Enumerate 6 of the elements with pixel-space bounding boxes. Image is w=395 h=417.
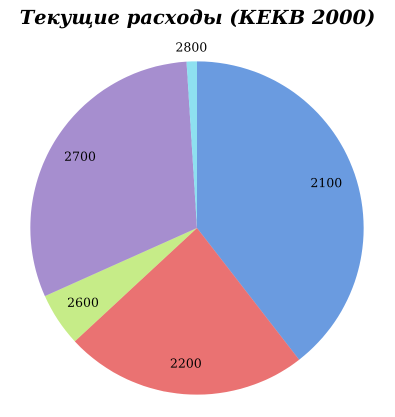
slice-label: 2100 — [311, 178, 342, 188]
slice-label: 2200 — [170, 358, 201, 368]
slice-label: 2700 — [64, 151, 96, 161]
slice-label: 2600 — [68, 298, 98, 308]
chart-title: Текущие расходы (КЕКВ 2000) — [20, 9, 374, 28]
slice-label: 2800 — [176, 42, 206, 52]
